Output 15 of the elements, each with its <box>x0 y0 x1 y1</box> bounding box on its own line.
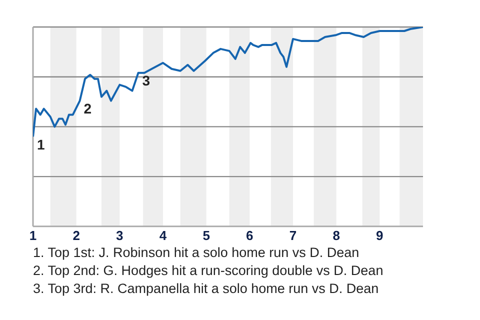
x-tick-label: 8 <box>332 228 340 243</box>
x-tick-label: 5 <box>202 228 210 243</box>
x-tick-label: 6 <box>246 228 254 243</box>
x-tick-label: 7 <box>289 228 297 243</box>
annotation: 2 <box>84 100 92 117</box>
text: 1. Top 1st: J. Robinson hit a solo home run vs D. Dean <box>33 244 360 262</box>
x-tick-label: 2 <box>72 228 80 243</box>
annotation: 1 <box>37 136 45 153</box>
x-tick-label: 1 <box>29 228 37 243</box>
annotation: 3 <box>142 72 150 89</box>
text: 3. Top 3rd: R. Campanella hit a solo home run vs D. Dean <box>33 280 380 298</box>
x-tick-label: 4 <box>159 228 168 243</box>
x-tick-label: 3 <box>116 228 124 243</box>
x-tick-label: 9 <box>376 228 384 243</box>
text: 2. Top 2nd: G. Hodges hit a run-scoring double vs D. Dean <box>33 262 384 280</box>
